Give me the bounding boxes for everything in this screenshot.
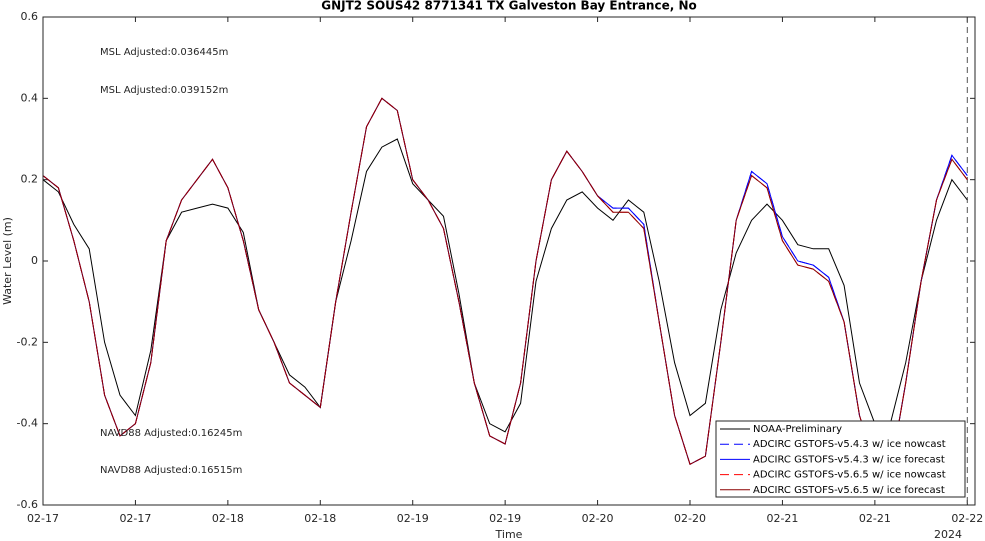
x-tick-label: 02-17 [119, 512, 151, 525]
y-axis-label: Water Level (m) [1, 217, 14, 305]
legend-label: NOAA-Preliminary [753, 424, 842, 435]
series-line [43, 97, 968, 474]
x-tick-label: 02-21 [859, 512, 891, 525]
x-tick-label: 02-18 [304, 512, 336, 525]
annotation: MSL Adjusted:0.039152m [100, 85, 228, 96]
x-tick-label: 02-19 [489, 512, 521, 525]
x-secondary-label: 2024 [934, 528, 962, 541]
annotation: NAVD88 Adjusted:0.16245m [100, 428, 242, 439]
legend-label: ADCIRC GSTOFS-v5.4.3 w/ ice forecast [753, 454, 945, 465]
x-tick-label: 02-21 [766, 512, 798, 525]
y-tick-label: 0.6 [21, 10, 39, 23]
annotation: MSL Adjusted:0.036445m [100, 47, 228, 58]
x-tick-label: 02-18 [212, 512, 244, 525]
chart-title: GNJT2 SOUS42 8771341 TX Galveston Bay En… [321, 0, 696, 13]
y-tick-label: 0 [31, 254, 38, 267]
legend-label: ADCIRC GSTOFS-v5.6.5 w/ ice forecast [753, 485, 945, 496]
legend-box [715, 420, 966, 498]
legend-label: ADCIRC GSTOFS-v5.6.5 w/ ice nowcast [753, 470, 946, 481]
y-tick-label: -0.4 [17, 417, 38, 430]
x-axis-label: Time [495, 528, 523, 541]
x-tick-label: 02-19 [397, 512, 429, 525]
axes-box [42, 16, 976, 506]
x-tick-label: 02-20 [582, 512, 614, 525]
annotation: NAVD88 Adjusted:0.16515m [100, 465, 242, 476]
legend-label: ADCIRC GSTOFS-v5.4.3 w/ ice nowcast [753, 439, 946, 450]
x-tick-label: 02-17 [27, 512, 59, 525]
y-tick-label: -0.6 [17, 498, 38, 511]
y-tick-label: -0.2 [17, 335, 38, 348]
y-tick-label: 0.4 [21, 91, 39, 104]
series-line [43, 138, 968, 433]
x-tick-label: 02-22 [951, 512, 983, 525]
x-tick-label: 02-20 [674, 512, 706, 525]
y-tick-label: 0.2 [21, 173, 39, 186]
